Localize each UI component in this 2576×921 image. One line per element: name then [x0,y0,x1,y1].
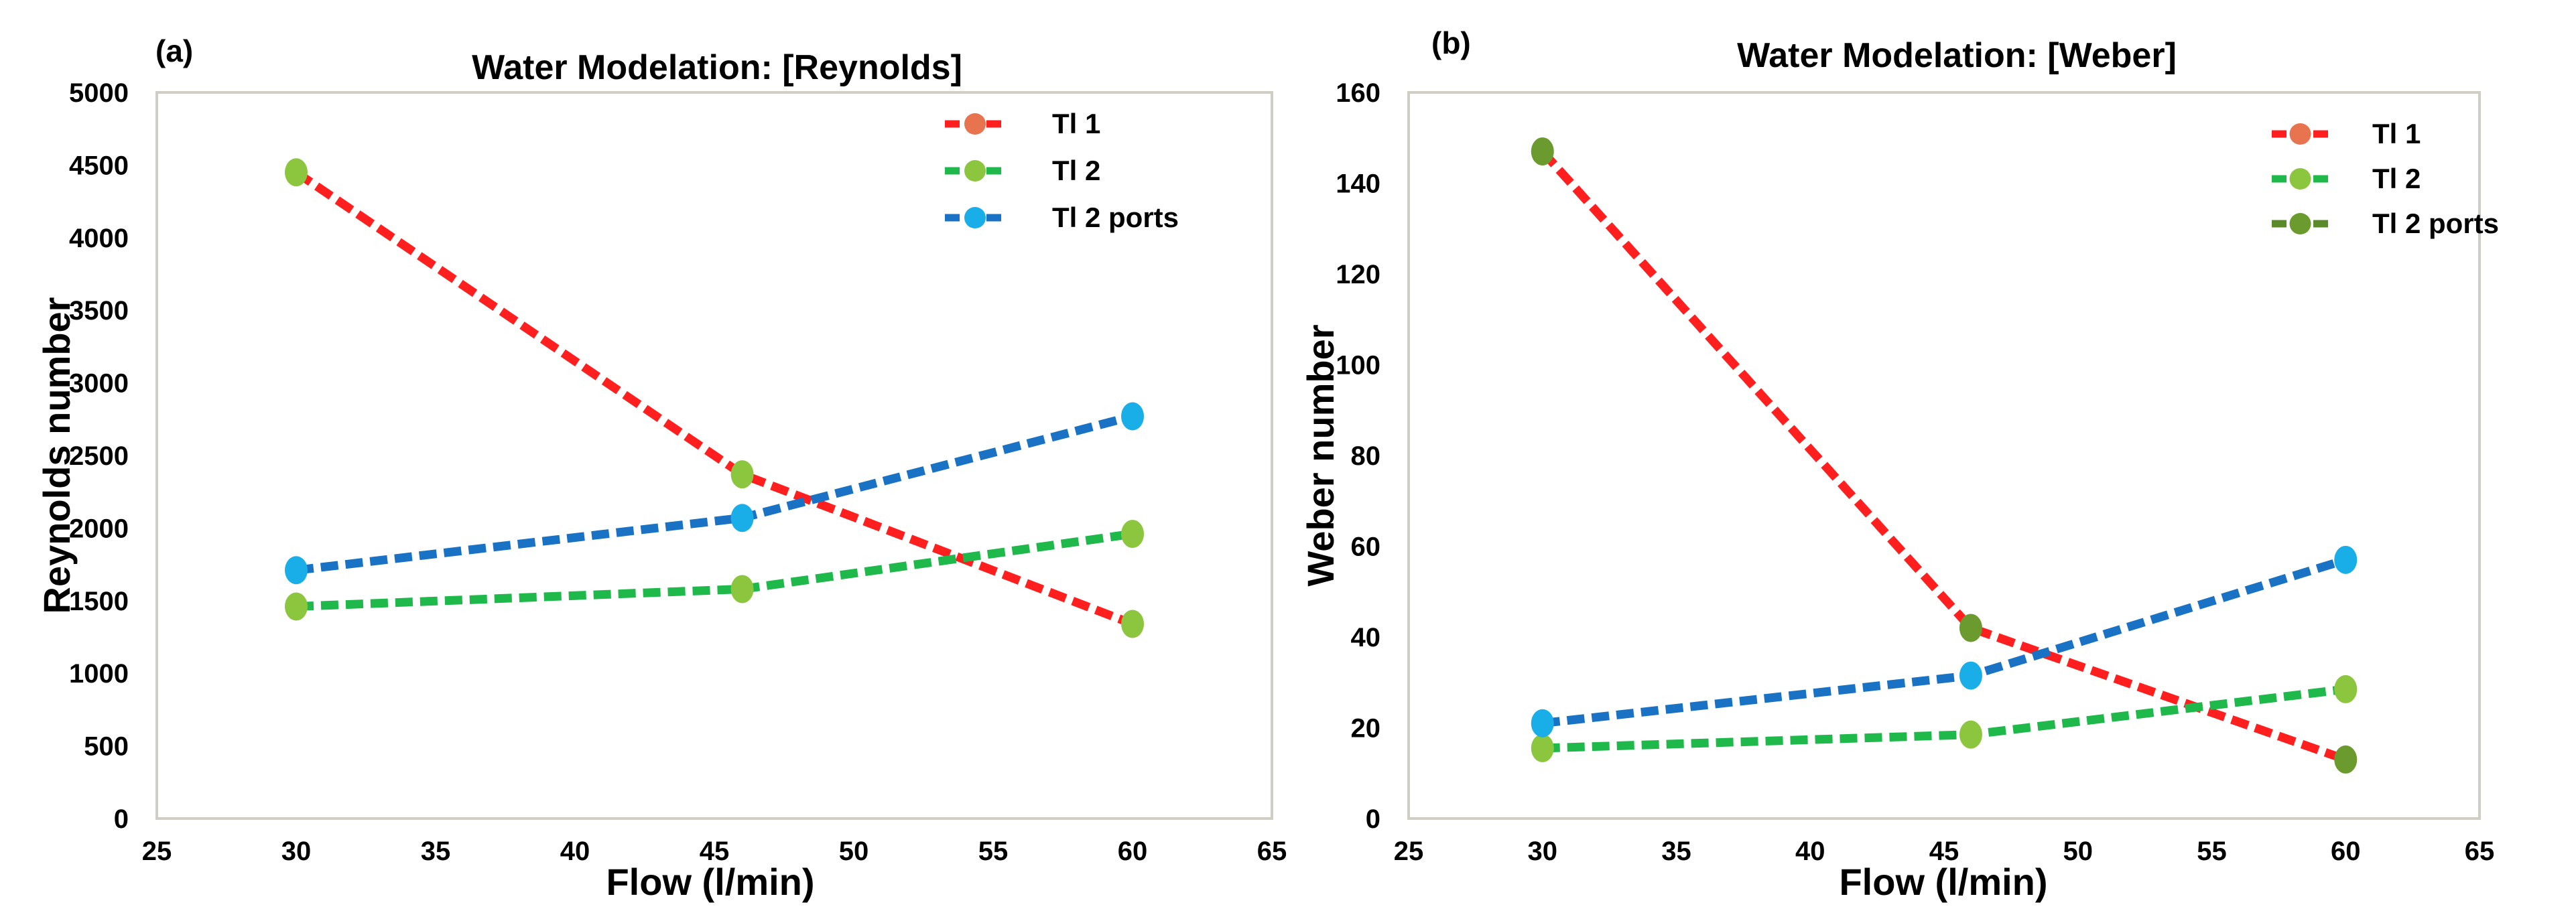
y-tick-label: 5000 [69,78,129,108]
legend-marker [2289,213,2311,234]
data-point [1531,137,1554,166]
series-line-tl-2 [1542,685,2347,753]
x-tick-label: 30 [281,837,312,866]
y-tick-label: 100 [1336,351,1380,380]
legend-entry: Tl 2 ports [2372,208,2499,239]
data-point [285,556,308,585]
y-tick-label: 140 [1336,169,1380,199]
y-tick-label: 0 [1366,804,1380,834]
x-tick-label: 50 [839,837,869,866]
data-point [730,575,754,604]
x-tick-label: 60 [1118,837,1148,866]
legend-entry: Tl 2 [1052,155,1100,186]
y-tick-label: 500 [84,732,129,762]
legend-entry: Tl 2 ports [1052,202,1179,233]
x-tick-label: 65 [1257,837,1287,866]
legend-marker [2289,123,2311,145]
x-tick-label: 35 [1661,837,1691,866]
series-line-tl-1 [1539,148,2347,764]
chart-panel-reynolds: (a) Water Modelation: [Reynolds] Flow (l/m… [36,33,1287,903]
x-tick-label: 65 [2465,837,2495,866]
data-point [285,592,308,621]
y-axis-label: Reynolds number [36,297,78,614]
y-tick-label: 60 [1351,533,1381,562]
panel-label: (a) [155,33,193,68]
y-tick-label: 80 [1351,441,1381,471]
legend-entry: Tl 2 [2372,163,2421,194]
y-tick-label: 1500 [69,587,129,616]
x-tick-label: 40 [560,837,590,866]
data-point [1531,733,1554,762]
y-tick-label: 40 [1351,623,1381,652]
legend-entry: Tl 1 [2372,118,2421,149]
legend-marker [964,207,986,228]
x-tick-label: 55 [2197,837,2227,866]
legend-marker [964,160,986,182]
series-line-tl-2-ports [1542,555,2347,728]
chart-title: Water Modelation: [Weber] [1737,36,2177,75]
x-axis-label: Flow (l/min) [1839,861,2047,903]
x-tick-label: 50 [2063,837,2094,866]
y-tick-label: 120 [1336,260,1380,289]
data-point [730,504,754,533]
y-tick-label: 4500 [69,151,129,180]
x-tick-label: 30 [1528,837,1558,866]
y-tick-label: 1000 [69,659,129,689]
data-point [2334,545,2358,574]
y-axis-label: Weber number [1299,324,1342,586]
data-point [2334,745,2358,774]
data-point [730,460,754,489]
y-tick-label: 2000 [69,514,129,543]
legend-marker [964,113,986,135]
legend-marker [2289,168,2311,190]
y-tick-label: 4000 [69,224,129,253]
legend-entry: Tl 1 [1052,108,1100,139]
y-tick-label: 0 [114,804,129,834]
y-tick-label: 3000 [69,369,129,399]
data-point [1959,661,1982,690]
data-point [1531,709,1554,737]
series-line-tl-2 [296,529,1133,611]
x-tick-label: 45 [700,837,730,866]
series-line-tl-2-ports [296,412,1134,575]
chart-title: Water Modelation: [Reynolds] [472,48,962,87]
chart-panel-weber: (b) Water Modelation: [Weber] Flow (l/min)… [1299,25,2499,903]
plot-area [155,91,1273,820]
y-tick-label: 2500 [69,441,129,471]
y-tick-label: 20 [1351,714,1381,743]
data-point [2334,675,2358,703]
x-axis-label: Flow (l/min) [606,861,814,903]
data-point [1121,520,1144,549]
panel-label: (b) [1431,25,1471,60]
data-point [285,158,308,187]
x-tick-label: 45 [1929,837,1959,866]
y-tick-label: 160 [1336,78,1380,108]
x-tick-label: 60 [2331,837,2361,866]
data-point [1959,720,1982,749]
data-point [1121,402,1144,431]
data-point [1959,614,1982,642]
x-tick-label: 25 [142,837,172,866]
series-line-tl-1 [294,168,1135,628]
y-tick-label: 3500 [69,296,129,326]
x-tick-label: 55 [978,837,1009,866]
x-tick-label: 35 [421,837,451,866]
plot-area [1407,91,2481,820]
x-tick-label: 25 [1394,837,1424,866]
data-point [1121,610,1144,638]
x-tick-label: 40 [1795,837,1825,866]
